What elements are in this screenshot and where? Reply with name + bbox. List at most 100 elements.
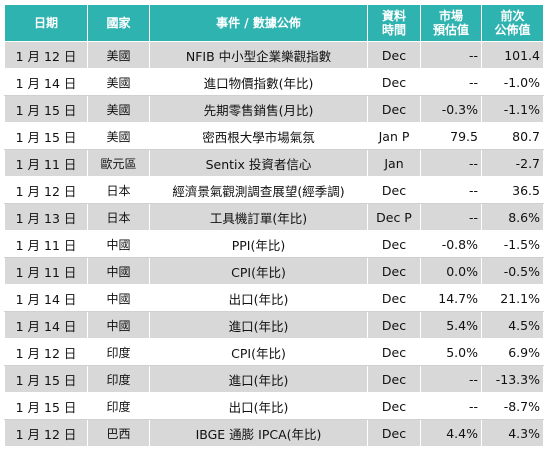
cell-previous: 36.5 [481,176,544,204]
header-previous-line1: 前次 [500,9,525,23]
header-date: 日期 [4,4,88,42]
cell-previous: 21.1% [481,284,544,312]
header-period-line2: 時間 [381,23,406,37]
cell-forecast: 0.0% [420,257,482,285]
cell-previous: 101.4 [481,41,544,69]
cell-forecast: -- [420,365,482,393]
table-row: 1 月 13 日日本 工具機訂單(年比) Dec P -- 8.6% [4,203,544,231]
table-row: 1 月 12 日日本 經濟景氣觀測調查展望(經季調) Dec -- 36.5 [4,176,544,204]
cell-event: 進口物價指數(年比) [149,68,368,96]
cell-date: 1 月 14 日 [4,68,88,96]
cell-period: Dec [367,68,421,96]
cell-forecast: 79.5 [420,122,482,150]
cell-country: 巴西 [87,419,150,447]
cell-event: 先期零售銷售(月比) [149,95,368,123]
cell-forecast: 4.4% [420,419,482,447]
cell-country: 印度 [87,392,150,420]
cell-period: Dec [367,95,421,123]
cell-date: 1 月 12 日 [4,419,88,447]
cell-forecast: -- [420,68,482,96]
cell-event: IBGE 通膨 IPCA(年比) [149,419,368,447]
cell-date: 1 月 12 日 [4,176,88,204]
cell-period: Dec [367,365,421,393]
cell-event: 進口(年比) [149,311,368,339]
cell-date: 1 月 15 日 [4,122,88,150]
cell-period: Dec [367,311,421,339]
cell-forecast: 14.7% [420,284,482,312]
table-row: 1 月 12 日巴西 IBGE 通膨 IPCA(年比) Dec 4.4% 4.3% [4,419,544,447]
cell-country: 美國 [87,95,150,123]
cell-country: 美國 [87,122,150,150]
cell-event: CPI(年比) [149,338,368,366]
table-row: 1 月 14 日美國 進口物價指數(年比) Dec -- -1.0% [4,68,544,96]
cell-previous: 8.6% [481,203,544,231]
header-period-line1: 資料 [381,9,406,23]
cell-country: 中國 [87,230,150,258]
header-country: 國家 [87,4,150,42]
header-row: 日期 國家 事件 / 數據公佈 資料 時間 市場 預估值 前次 公佈值 [4,4,544,42]
cell-previous: 4.5% [481,311,544,339]
table-row: 1 月 11 日中國 CPI(年比) Dec 0.0% -0.5% [4,257,544,285]
cell-forecast: -0.8% [420,230,482,258]
cell-period: Dec [367,230,421,258]
cell-country: 中國 [87,257,150,285]
cell-date: 1 月 13 日 [4,203,88,231]
table-row: 1 月 15 日印度 進口(年比) Dec -- -13.3% [4,365,544,393]
cell-date: 1 月 15 日 [4,365,88,393]
cell-previous: -1.1% [481,95,544,123]
cell-country: 印度 [87,338,150,366]
cell-period: Dec [367,338,421,366]
table-row: 1 月 12 日印度 CPI(年比) Dec 5.0% 6.9% [4,338,544,366]
cell-period: Dec [367,392,421,420]
cell-country: 美國 [87,68,150,96]
cell-date: 1 月 14 日 [4,284,88,312]
cell-date: 1 月 11 日 [4,257,88,285]
cell-country: 中國 [87,284,150,312]
cell-previous: -1.5% [481,230,544,258]
economic-calendar: 日期 國家 事件 / 數據公佈 資料 時間 市場 預估值 前次 公佈值 1 月 … [4,4,544,451]
table-row: 1 月 15 日美國 先期零售銷售(月比) Dec -0.3% -1.1% [4,95,544,123]
header-forecast-line1: 市場 [438,9,463,23]
table-row: 1 月 15 日印度 出口(年比) Dec -- -8.7% [4,392,544,420]
cell-event: 經濟景氣觀測調查展望(經季調) [149,176,368,204]
cell-date: 1 月 14 日 [4,311,88,339]
table-row: 1 月 12 日美國 NFIB 中小型企業樂觀指數 Dec -- 101.4 [4,41,544,69]
cell-period: Jan [367,149,421,177]
table-row: 1 月 14 日中國 進口(年比) Dec 5.4% 4.5% [4,311,544,339]
header-event: 事件 / 數據公佈 [149,4,368,42]
cell-event: 密西根大學市場氣氛 [149,122,368,150]
cell-forecast: -- [420,176,482,204]
cell-event: 進口(年比) [149,365,368,393]
cell-event: 工具機訂單(年比) [149,203,368,231]
cell-date: 1 月 11 日 [4,230,88,258]
table-row: 1 月 15 日美國 密西根大學市場氣氛 Jan P 79.5 80.7 [4,122,544,150]
header-forecast: 市場 預估值 [420,4,482,42]
cell-period: Jan P [367,122,421,150]
cell-date: 1 月 15 日 [4,392,88,420]
cell-period: Dec [367,176,421,204]
cell-previous: 6.9% [481,338,544,366]
header-forecast-line2: 預估值 [432,23,469,37]
cell-previous: -13.3% [481,365,544,393]
cell-date: 1 月 11 日 [4,149,88,177]
cell-country: 日本 [87,203,150,231]
cell-country: 歐元區 [87,149,150,177]
cell-event: Sentix 投資者信心 [149,149,368,177]
cell-date: 1 月 15 日 [4,95,88,123]
cell-period: Dec [367,419,421,447]
cell-forecast: 5.0% [420,338,482,366]
header-period: 資料 時間 [367,4,421,42]
cell-period: Dec [367,284,421,312]
table-row: 1 月 11 日歐元區 Sentix 投資者信心 Jan -- -2.7 [4,149,544,177]
header-previous-line2: 公佈值 [494,23,531,37]
cell-period: Dec [367,41,421,69]
cell-event: NFIB 中小型企業樂觀指數 [149,41,368,69]
cell-previous: -2.7 [481,149,544,177]
cell-forecast: 5.4% [420,311,482,339]
cell-event: PPI(年比) [149,230,368,258]
cell-previous: -0.5% [481,257,544,285]
cell-forecast: -- [420,41,482,69]
cell-forecast: -- [420,392,482,420]
cell-event: 出口(年比) [149,284,368,312]
cell-period: Dec [367,257,421,285]
